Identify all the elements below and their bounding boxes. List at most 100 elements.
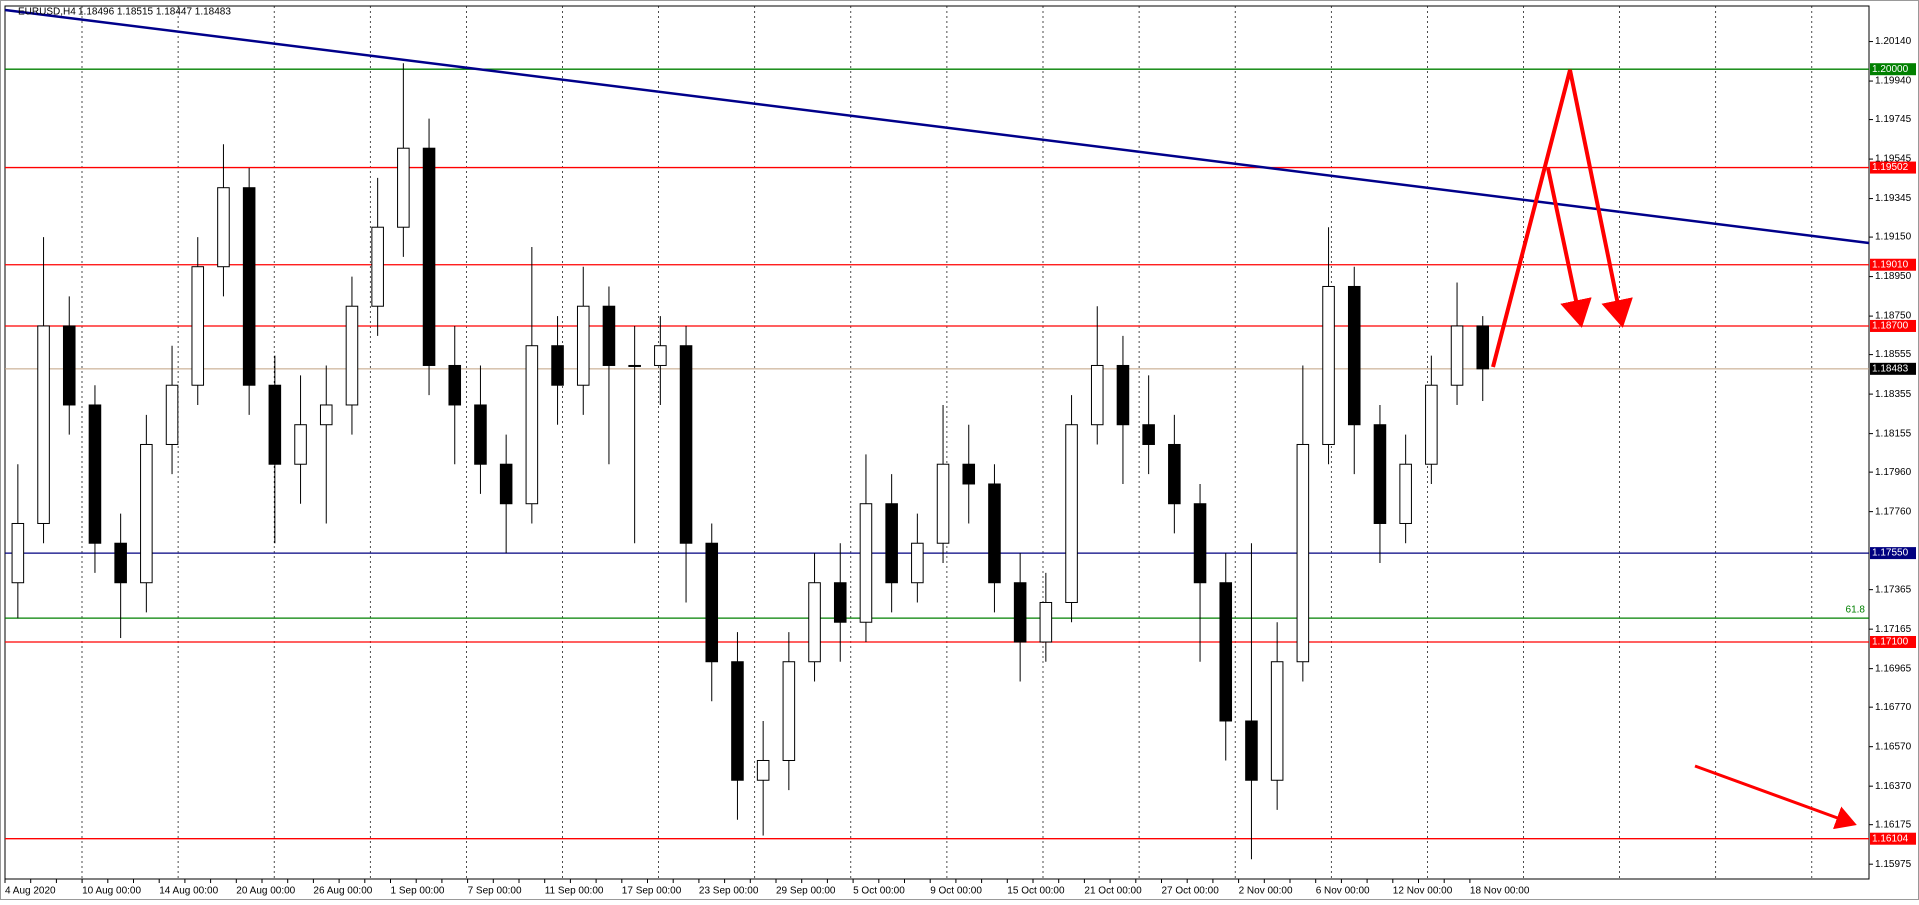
price-level-box: [1870, 161, 1916, 174]
price-level-label: 1.18700: [1872, 321, 1909, 332]
candle-body: [782, 661, 796, 761]
candle-body: [1399, 463, 1412, 524]
price-level-box: [1870, 635, 1916, 648]
price-level-label: 1.20000: [1872, 64, 1909, 75]
x-tick-label: 4 Aug 2020: [5, 886, 56, 897]
candle-body: [1476, 325, 1490, 370]
x-tick-label: 18 Nov 00:00: [1470, 886, 1530, 897]
candle-body: [345, 305, 359, 406]
candle-body: [1039, 601, 1053, 643]
candle-body: [1168, 443, 1181, 505]
candle-body: [62, 325, 76, 406]
candle-body: [654, 345, 667, 366]
price-level-box: [1870, 832, 1916, 845]
candle-body: [1270, 661, 1284, 781]
candle-body: [371, 226, 384, 307]
y-tick-label: 1.19745: [1875, 114, 1912, 125]
candle-body: [911, 542, 924, 584]
candle-body: [1373, 424, 1387, 524]
price-level-label: 1.19010: [1872, 259, 1909, 270]
candle-body: [242, 187, 256, 386]
y-tick-label: 1.18355: [1875, 389, 1912, 400]
price-level-label: 1.17100: [1872, 637, 1909, 648]
candle-body: [1142, 424, 1155, 445]
y-tick-label: 1.17960: [1875, 467, 1912, 478]
candle-body: [1116, 364, 1130, 426]
symbol-title: EURUSD,H4: [18, 7, 76, 18]
candle-body: [140, 443, 153, 584]
candle-body: [859, 503, 873, 623]
y-tick-label: 1.18950: [1875, 271, 1912, 282]
x-tick-label: 27 Oct 00:00: [1162, 886, 1220, 897]
candle-body: [37, 325, 50, 524]
candle-body: [602, 305, 616, 366]
x-tick-label: 21 Oct 00:00: [1084, 886, 1142, 897]
candle-body: [1219, 582, 1233, 722]
candle-body: [628, 364, 641, 367]
candle-body: [1425, 384, 1438, 465]
x-tick-label: 10 Aug 00:00: [82, 886, 141, 897]
x-tick-label: 5 Oct 00:00: [853, 886, 905, 897]
y-tick-label: 1.16175: [1875, 819, 1912, 830]
candle-body: [191, 266, 205, 386]
candle-body: [474, 404, 487, 465]
y-tick-label: 1.17760: [1875, 506, 1912, 517]
candle-body: [705, 542, 719, 663]
y-tick-label: 1.17165: [1875, 624, 1912, 635]
current-price-label: 1.18483: [1872, 363, 1909, 374]
price-level-label: 1.19502: [1872, 162, 1909, 173]
candle-body: [936, 463, 950, 544]
x-tick-label: 23 Sep 00:00: [699, 886, 759, 897]
ohlc-header: 1.18496 1.18515 1.18447 1.18483: [78, 7, 231, 18]
y-tick-label: 1.16770: [1875, 702, 1912, 713]
price-level-label: 1.16104: [1872, 833, 1909, 844]
candle-body: [1245, 720, 1258, 781]
x-tick-label: 12 Nov 00:00: [1393, 886, 1453, 897]
price-level-box: [1870, 547, 1916, 560]
y-tick-label: 1.16570: [1875, 741, 1912, 752]
candle-body: [397, 147, 410, 228]
annotations: [1491, 69, 1857, 830]
candle-body: [1090, 364, 1104, 426]
candle-body: [833, 582, 847, 623]
y-tick-label: 1.16370: [1875, 781, 1912, 792]
candle-body: [165, 384, 179, 445]
candle-body: [525, 345, 539, 505]
x-tick-label: 20 Aug 00:00: [236, 886, 295, 897]
candle-body: [319, 404, 333, 426]
x-tick-label: 14 Aug 00:00: [159, 886, 218, 897]
candle-body: [422, 147, 436, 366]
x-tick-label: 17 Sep 00:00: [622, 886, 682, 897]
x-tick-label: 7 Sep 00:00: [468, 886, 522, 897]
candle-body: [11, 522, 25, 584]
y-tick-label: 1.18750: [1875, 311, 1912, 322]
y-tick-label: 1.18155: [1875, 428, 1912, 439]
trendline: [4, 8, 1870, 245]
forecast-arrow: [1694, 764, 1857, 830]
price-level-label: 1.17550: [1872, 548, 1909, 559]
x-tick-label: 9 Oct 00:00: [930, 886, 982, 897]
candle-body: [885, 503, 898, 584]
candle-body: [1322, 285, 1335, 445]
candle-body: [448, 364, 462, 406]
candle-body: [114, 542, 127, 584]
candle-body: [988, 483, 1001, 584]
candle-body: [1450, 325, 1464, 386]
x-tick-label: 11 Sep 00:00: [545, 886, 604, 897]
plot-area: [4, 5, 1870, 880]
current-price-box: [1870, 362, 1916, 375]
y-tick-label: 1.20140: [1875, 36, 1912, 47]
candle-body: [1296, 443, 1310, 663]
y-tick-label: 1.15975: [1875, 859, 1912, 870]
y-tick-label: 1.19150: [1875, 232, 1912, 243]
candle-body: [88, 404, 102, 544]
candle-body: [1065, 424, 1078, 603]
candle-body: [268, 384, 282, 465]
x-tick-label: 15 Oct 00:00: [1007, 886, 1065, 897]
x-tick-label: 6 Nov 00:00: [1316, 886, 1370, 897]
y-tick-label: 1.18555: [1875, 349, 1912, 360]
forecast-arrow: [1491, 69, 1633, 368]
candle-body: [679, 345, 693, 544]
